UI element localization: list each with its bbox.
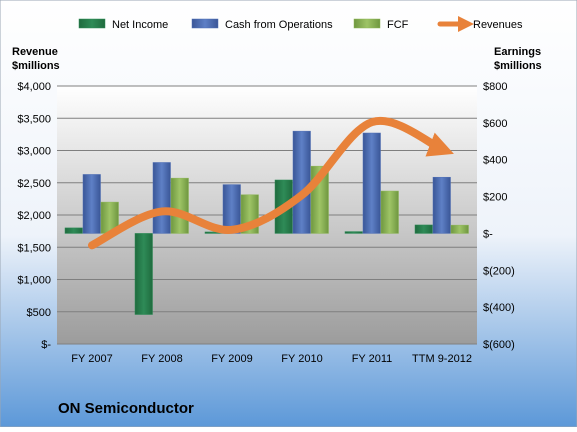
revenue-line xyxy=(88,116,454,250)
right-tick-label: $(400) xyxy=(483,302,515,314)
revenues-line xyxy=(88,116,454,250)
legend-label-revenues: Revenues xyxy=(473,19,523,31)
left-tick-label: $3,500 xyxy=(17,113,51,125)
cash-from-operations-bar xyxy=(152,162,171,234)
cash-from-operations-bar xyxy=(362,132,381,234)
x-tick-label: FY 2010 xyxy=(281,353,322,365)
legend-label-net-income: Net Income xyxy=(112,19,168,31)
right-tick-label: $600 xyxy=(483,118,507,130)
left-tick-label: $1,500 xyxy=(17,242,51,254)
legend-swatch-fcf xyxy=(353,18,381,29)
x-tick-label: FY 2008 xyxy=(141,353,182,365)
left-tick-label: $2,500 xyxy=(17,178,51,190)
right-tick-label: $(600) xyxy=(483,339,515,351)
x-tick-label: FY 2007 xyxy=(71,353,112,365)
left-tick-label: $2,000 xyxy=(17,210,51,222)
fcf-bar xyxy=(380,190,399,234)
legend-swatch-net-income xyxy=(78,18,106,29)
gridlines xyxy=(57,85,477,345)
fcf-bar xyxy=(450,224,469,234)
net-income-bar xyxy=(344,231,363,234)
legend-label-cash-from-operations: Cash from Operations xyxy=(225,19,333,31)
cash-from-operations-bar xyxy=(82,174,101,234)
right-axis-label-line1: Earnings xyxy=(494,46,541,58)
net-income-bar xyxy=(414,224,433,234)
left-axis-ticks: $- $500 $1,000 $1,500 $2,000 $2,500 $3,000 $3,5… xyxy=(17,81,51,351)
left-axis-label-line2: $millions xyxy=(12,60,60,72)
right-tick-label: $(200) xyxy=(483,265,515,277)
right-axis-ticks: $(600) $(400) $(200) $- $200 $400 $600 $800 xyxy=(483,81,515,351)
right-tick-label: $200 xyxy=(483,192,507,204)
chart-title: ON Semiconductor xyxy=(58,400,194,417)
net-income-bar xyxy=(64,227,83,234)
bars xyxy=(64,130,469,315)
x-tick-label: FY 2011 xyxy=(352,353,393,365)
left-tick-label: $4,000 xyxy=(17,81,51,93)
fcf-bar xyxy=(170,177,189,234)
left-tick-label: $1,000 xyxy=(17,275,51,287)
legend: Net Income Cash from Operations FCF Revenue… xyxy=(78,15,523,33)
x-tick-label: FY 2009 xyxy=(211,353,252,365)
right-tick-label: $400 xyxy=(483,155,507,167)
left-tick-label: $3,000 xyxy=(17,146,51,158)
x-axis-labels: FY 2007 FY 2008 FY 2009 FY 2010 FY 2011 TTM 9… xyxy=(71,353,472,365)
left-axis-label-line1: Revenue xyxy=(12,46,58,58)
net-income-bar xyxy=(134,233,153,315)
left-tick-label: $500 xyxy=(27,307,51,319)
legend-label-fcf: FCF xyxy=(387,19,409,31)
cash-from-operations-bar xyxy=(432,176,451,234)
cash-from-operations-bar xyxy=(292,130,311,234)
right-axis-label-line2: $millions xyxy=(494,60,542,72)
legend-swatch-cash-from-operations xyxy=(191,18,219,29)
x-tick-label: TTM 9-2012 xyxy=(412,353,472,365)
right-tick-label: $800 xyxy=(483,81,507,93)
right-tick-label: $- xyxy=(483,228,493,240)
left-tick-label: $- xyxy=(41,339,51,351)
